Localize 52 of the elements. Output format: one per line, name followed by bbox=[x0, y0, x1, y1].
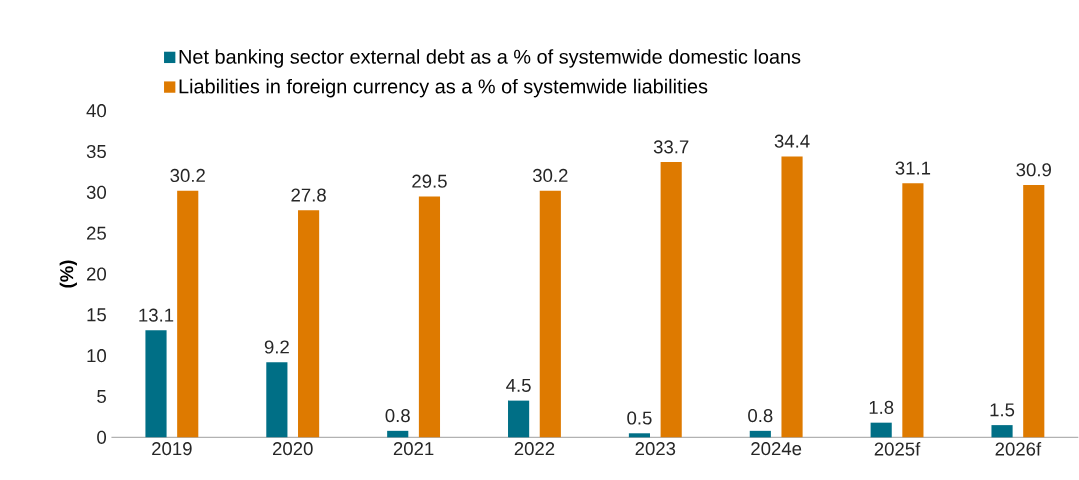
bar bbox=[418, 196, 441, 438]
x-tick-label: 2022 bbox=[514, 442, 555, 456]
y-tick-label: 0 bbox=[97, 430, 107, 445]
bar bbox=[298, 210, 320, 438]
bar bbox=[991, 425, 1013, 438]
data-label: 0.5 bbox=[627, 411, 652, 425]
x-tick-label: 2019 bbox=[152, 442, 192, 456]
bar bbox=[628, 433, 651, 438]
bar bbox=[177, 190, 199, 438]
x-tick-label: 2024e bbox=[751, 442, 802, 456]
y-axis-title: (%) bbox=[59, 260, 77, 288]
y-tick-label: 5 bbox=[97, 390, 106, 404]
data-label: 13.1 bbox=[139, 308, 174, 322]
data-label: 9.2 bbox=[264, 340, 289, 354]
data-label: 29.5 bbox=[412, 174, 447, 188]
y-tick-label: 25 bbox=[87, 226, 106, 240]
bar bbox=[870, 422, 892, 438]
y-tick-label: 10 bbox=[87, 349, 107, 363]
data-label: 30.9 bbox=[1016, 163, 1051, 177]
x-tick-label: 2020 bbox=[273, 442, 313, 456]
bar bbox=[781, 156, 803, 438]
data-label: 34.4 bbox=[774, 134, 810, 148]
data-label: 31.1 bbox=[895, 161, 931, 175]
bar bbox=[266, 362, 288, 438]
legend-label: Liabilities in foreign currency as a % of systemwide liabilities bbox=[179, 79, 708, 98]
y-tick-label: 35 bbox=[86, 145, 106, 159]
y-tick-label: 30 bbox=[86, 185, 107, 200]
x-tick-label: 2023 bbox=[635, 442, 676, 456]
data-label: 0.8 bbox=[385, 409, 410, 423]
bar bbox=[660, 162, 682, 438]
data-label: 4.5 bbox=[506, 379, 531, 393]
legend-label: Net banking sector external debt as a % of systemwide domestic loans bbox=[179, 49, 801, 68]
bar bbox=[749, 430, 771, 438]
bar bbox=[145, 330, 167, 438]
x-tick-label: 2026f bbox=[995, 442, 1042, 456]
bar bbox=[387, 430, 409, 438]
bar bbox=[508, 400, 530, 438]
data-label: 33.7 bbox=[653, 140, 689, 154]
data-label: 1.5 bbox=[990, 403, 1015, 417]
bar bbox=[539, 190, 561, 438]
bar bbox=[902, 183, 924, 438]
data-label: 30.2 bbox=[532, 169, 568, 183]
y-tick-label: 15 bbox=[87, 308, 106, 322]
x-tick-label: 2021 bbox=[393, 442, 434, 456]
y-tick-label: 20 bbox=[87, 267, 107, 281]
y-tick-label: 40 bbox=[86, 104, 107, 118]
x-tick-label: 2025f bbox=[874, 442, 921, 456]
data-label: 27.8 bbox=[291, 188, 326, 202]
data-label: 30.2 bbox=[170, 169, 205, 183]
data-label: 1.8 bbox=[869, 400, 894, 415]
data-label: 0.8 bbox=[748, 409, 773, 423]
bar bbox=[1023, 185, 1045, 438]
